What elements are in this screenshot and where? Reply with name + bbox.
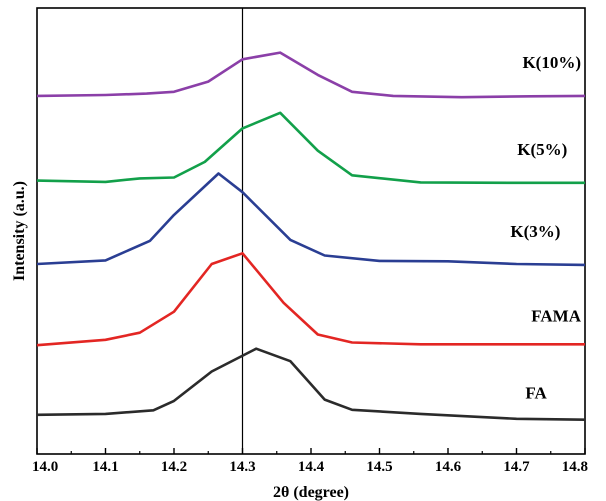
- series-label-2: K(3%): [510, 222, 560, 241]
- series-line-0: [36, 51, 586, 99]
- x-axis-ticks: 14.0 14.1 14.2 14.3 14.4 14.5 14.6 14.7 14.8: [32, 448, 588, 475]
- x-axis-label: 2θ (degree): [273, 484, 349, 501]
- x-tick-label: 14.6: [435, 459, 462, 475]
- series-label-0: K(10%): [522, 53, 581, 72]
- x-tick-label: 14.8: [562, 459, 588, 475]
- x-tick-label: 14.3: [229, 459, 255, 475]
- x-tick-label: 14.7: [503, 459, 530, 475]
- series-label-1: K(5%): [517, 140, 567, 159]
- x-tick-label: 14.0: [32, 459, 58, 475]
- series-line-2: [36, 172, 586, 267]
- x-tick-label: 14.4: [298, 459, 325, 475]
- y-axis-label: Intensity (a.u.): [11, 181, 28, 281]
- series-line-3: [36, 252, 585, 347]
- x-tick-label: 14.5: [366, 459, 392, 475]
- series-lines: [36, 51, 586, 421]
- plot-frame: [36, 7, 586, 455]
- x-tick-label: 14.2: [161, 459, 187, 475]
- series-line-4: [36, 347, 586, 421]
- series-line-1: [36, 111, 585, 185]
- series-labels: K(10%) K(5%) K(3%) FAMA FA: [510, 53, 581, 402]
- x-tick-label: 14.1: [92, 459, 118, 475]
- series-label-3: FAMA: [531, 307, 581, 326]
- series-label-4: FA: [525, 383, 547, 402]
